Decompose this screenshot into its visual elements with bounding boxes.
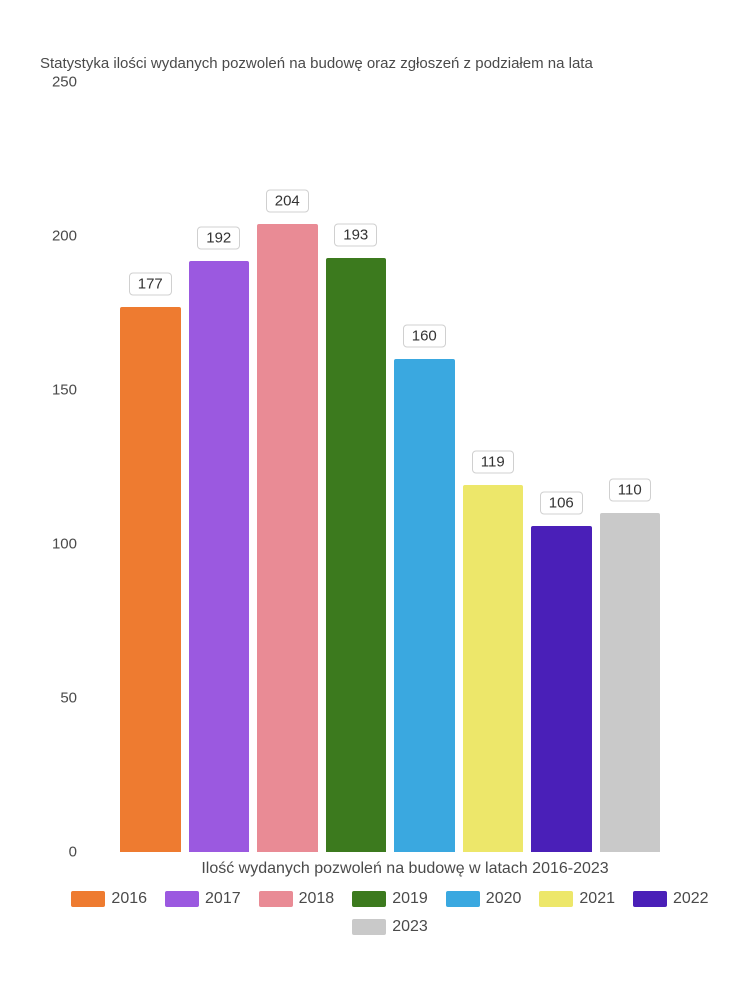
legend-swatch <box>539 891 573 907</box>
y-tick: 150 <box>52 382 77 399</box>
bar <box>394 359 455 852</box>
bar-value-label: 177 <box>129 272 172 295</box>
y-tick: 50 <box>60 690 77 707</box>
legend-item: 2023 <box>352 918 428 936</box>
bar <box>600 513 661 852</box>
y-tick: 250 <box>52 74 77 91</box>
legend-item: 2018 <box>259 890 335 908</box>
bar <box>120 307 181 852</box>
bar <box>531 526 592 852</box>
legend-swatch <box>352 891 386 907</box>
bar-wrap: 160 <box>394 82 455 852</box>
legend-label: 2022 <box>673 890 709 908</box>
y-tick: 0 <box>69 844 77 861</box>
bar-value-label: 204 <box>266 189 309 212</box>
bar-wrap: 192 <box>189 82 250 852</box>
bar <box>189 261 250 852</box>
plot-area: 050100150200250 177192204193160119106110 <box>90 82 690 852</box>
legend-label: 2017 <box>205 890 241 908</box>
chart-container: Statystyka ilości wydanych pozwoleń na b… <box>40 55 720 955</box>
legend: 2016 2017 2018 2019 2020 2021 2022 2023 <box>60 890 720 936</box>
bar-wrap: 110 <box>600 82 661 852</box>
y-tick: 200 <box>52 228 77 245</box>
legend-label: 2020 <box>486 890 522 908</box>
legend-item: 2021 <box>539 890 615 908</box>
y-axis: 050100150200250 <box>40 82 85 852</box>
legend-label: 2019 <box>392 890 428 908</box>
chart-title: Statystyka ilości wydanych pozwoleń na b… <box>40 55 720 72</box>
legend-swatch <box>446 891 480 907</box>
legend-label: 2021 <box>579 890 615 908</box>
legend-item: 2016 <box>71 890 147 908</box>
bar-value-label: 119 <box>472 451 514 474</box>
bar-wrap: 204 <box>257 82 318 852</box>
legend-swatch <box>71 891 105 907</box>
bars-area: 177 192 204 193 160 119 106 110 <box>90 82 690 852</box>
bar-wrap: 119 <box>463 82 524 852</box>
bar-wrap: 193 <box>326 82 387 852</box>
bar-value-label: 110 <box>609 479 651 502</box>
bar <box>257 224 318 852</box>
bar-value-label: 160 <box>403 325 446 348</box>
bar-value-label: 106 <box>540 491 583 514</box>
legend-label: 2018 <box>299 890 335 908</box>
legend-swatch <box>633 891 667 907</box>
legend-swatch <box>165 891 199 907</box>
legend-item: 2019 <box>352 890 428 908</box>
legend-swatch <box>259 891 293 907</box>
x-axis-label: Ilość wydanych pozwoleń na budowę w lata… <box>90 860 720 878</box>
bar-value-label: 192 <box>197 226 240 249</box>
legend-item: 2022 <box>633 890 709 908</box>
legend-label: 2023 <box>392 918 428 936</box>
legend-swatch <box>352 919 386 935</box>
bar-wrap: 177 <box>120 82 181 852</box>
bar-wrap: 106 <box>531 82 592 852</box>
bar <box>463 485 524 852</box>
legend-label: 2016 <box>111 890 147 908</box>
bar <box>326 258 387 852</box>
bar-value-label: 193 <box>334 223 377 246</box>
legend-item: 2020 <box>446 890 522 908</box>
legend-item: 2017 <box>165 890 241 908</box>
y-tick: 100 <box>52 536 77 553</box>
